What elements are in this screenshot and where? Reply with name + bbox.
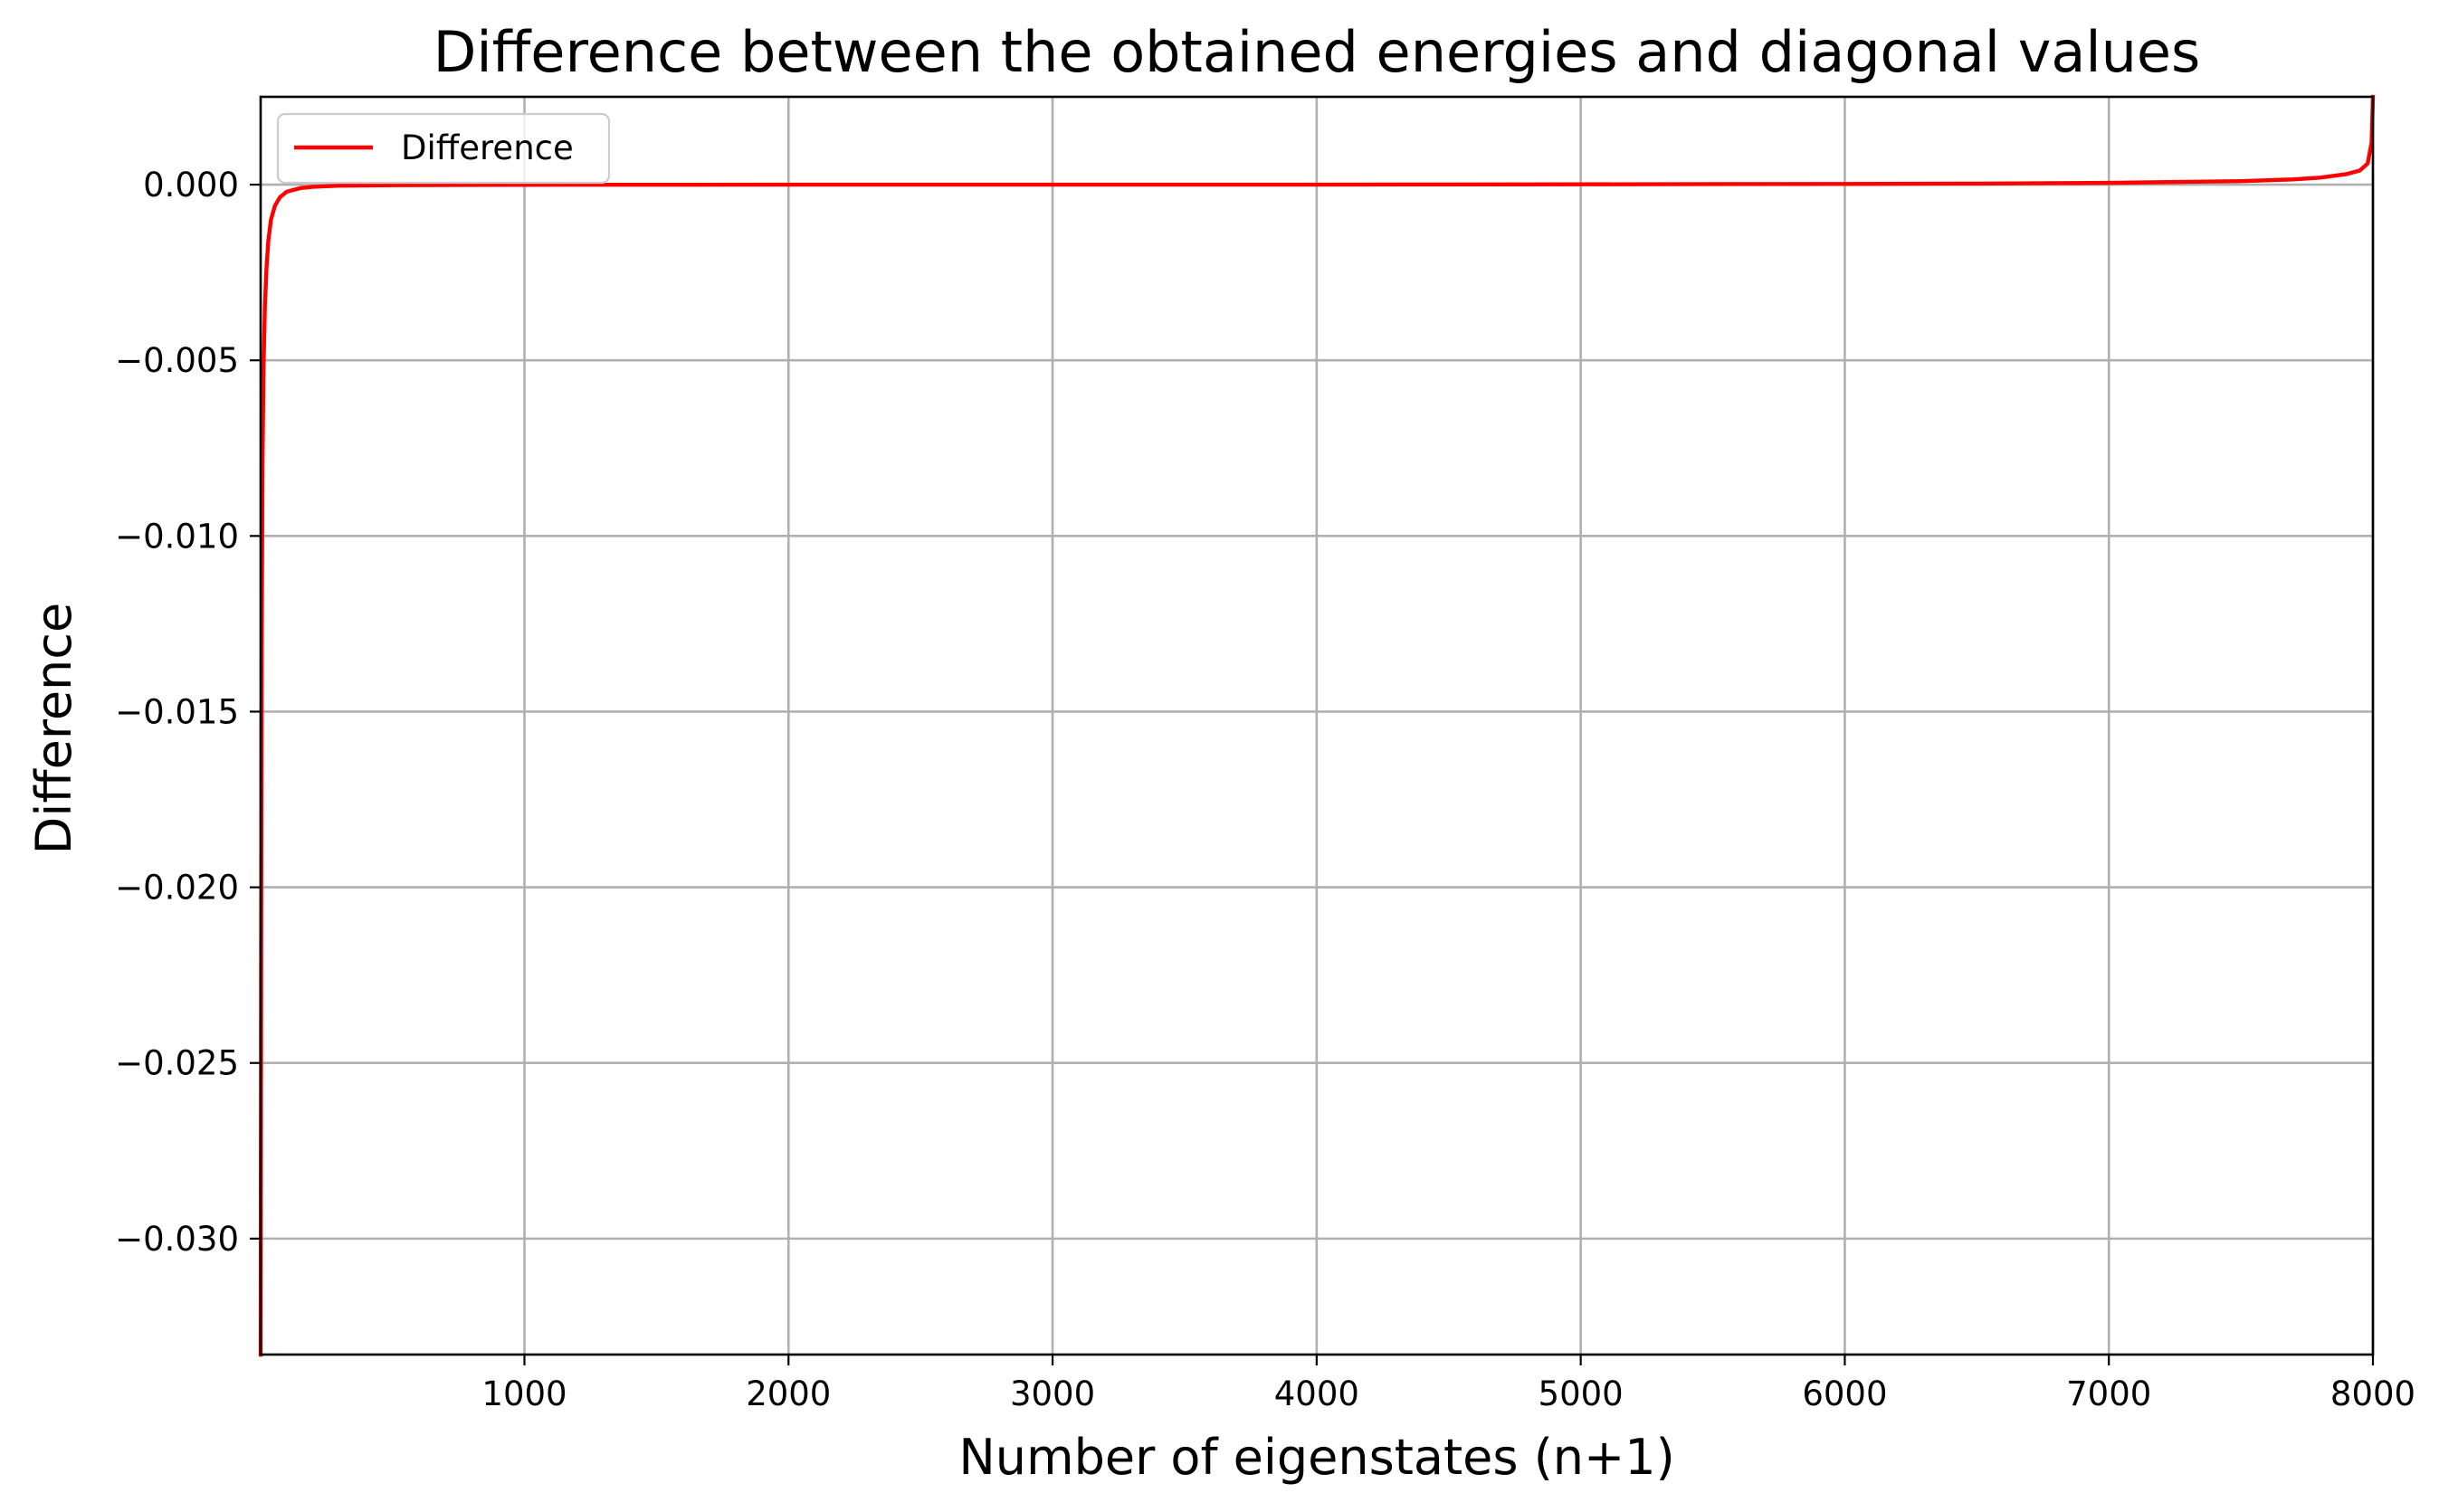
y-tick-label: 0.000 [143,166,239,204]
y-axis-label: Difference [25,603,82,854]
x-tick-label: 2000 [746,1374,831,1413]
legend-label-difference: Difference [401,128,574,167]
x-tick-label: 5000 [1539,1374,1624,1413]
x-tick-label: 1000 [481,1374,567,1413]
y-tick-label: −0.015 [115,692,239,731]
tick-layer: 1000 2000 3000 4000 5000 6000 7000 8000 0.000 −0.… [115,166,2415,1413]
x-tick-label: 8000 [2330,1374,2415,1413]
y-tick-label: −0.025 [115,1044,239,1083]
x-tick-label: 7000 [2066,1374,2151,1413]
series-layer [258,94,2376,1357]
y-tick-label: −0.030 [115,1220,239,1259]
grid-layer [261,97,2375,1355]
y-tick-label: −0.010 [115,517,239,556]
y-tick-label: −0.020 [115,869,239,908]
y-tick-label: −0.005 [115,341,239,380]
x-tick-label: 4000 [1274,1374,1359,1413]
chart-title: Difference between the obtained energies… [433,19,2201,85]
x-tick-label: 6000 [1802,1374,1887,1413]
x-axis-label: Number of eigenstates (n+1) [958,1429,1674,1486]
legend-frame [276,112,611,185]
series-line-difference [258,94,2376,1357]
legend: Difference [276,112,611,185]
x-tick-label: 3000 [1010,1374,1095,1413]
